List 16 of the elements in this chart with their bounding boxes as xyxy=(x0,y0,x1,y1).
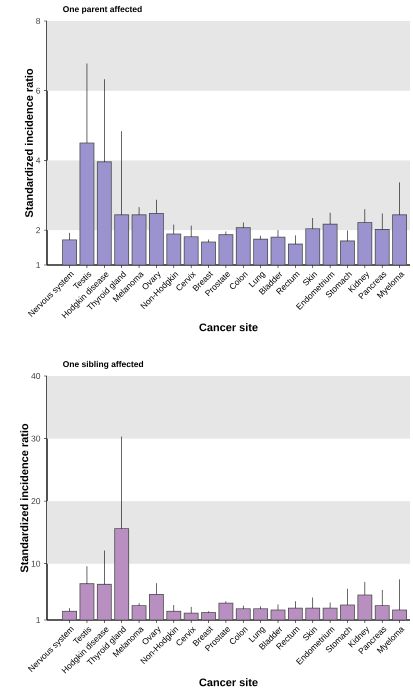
y-axis-title: Standardized incidence ratio xyxy=(20,424,28,572)
y-tick-label: 1 xyxy=(36,617,40,623)
x-axis-title: Cancer site xyxy=(199,323,258,332)
y-tick-label: 2 xyxy=(36,227,40,234)
y-tick-label: 10 xyxy=(32,560,40,567)
y-axis-title: Standardized incidence ratio xyxy=(24,68,33,218)
y-tick-label: 6 xyxy=(36,88,40,94)
y-tick-label: 30 xyxy=(31,436,40,442)
y-tick-label: 1 xyxy=(36,262,40,268)
y-tick-label: 4 xyxy=(36,158,40,164)
y-tick-label: 20 xyxy=(31,498,40,504)
chart-title: One sibling affected xyxy=(63,360,144,369)
y-tick-label: 40 xyxy=(31,373,40,379)
chart-title: One parent affected xyxy=(63,6,142,14)
y-tick-label: 8 xyxy=(36,18,40,24)
x-axis-title: Cancer site xyxy=(199,678,258,686)
